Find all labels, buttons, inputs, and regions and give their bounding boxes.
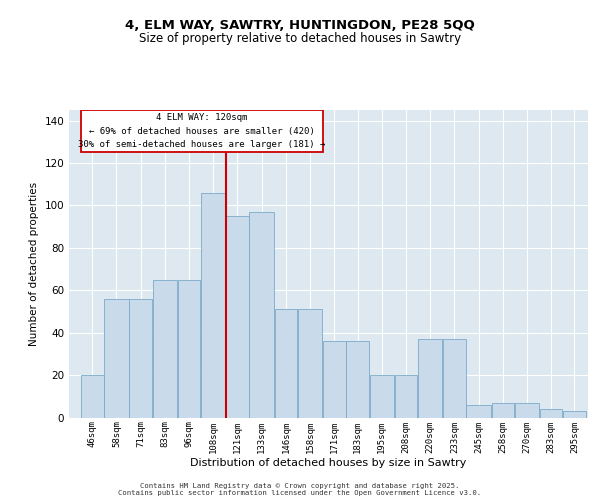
- Bar: [275, 310, 297, 418]
- Bar: [81, 375, 104, 418]
- Bar: [515, 402, 539, 417]
- Bar: [201, 192, 226, 418]
- Bar: [323, 341, 346, 417]
- Bar: [226, 216, 249, 418]
- Bar: [298, 310, 322, 418]
- Bar: [152, 280, 177, 417]
- Text: Contains HM Land Registry data © Crown copyright and database right 2025.
Contai: Contains HM Land Registry data © Crown c…: [118, 483, 482, 496]
- Text: 4 ELM WAY: 120sqm: 4 ELM WAY: 120sqm: [156, 113, 247, 122]
- Bar: [104, 298, 128, 418]
- Bar: [250, 212, 274, 418]
- Bar: [540, 409, 562, 418]
- Bar: [130, 298, 152, 418]
- Text: Size of property relative to detached houses in Sawtry: Size of property relative to detached ho…: [139, 32, 461, 45]
- Bar: [178, 280, 200, 417]
- Y-axis label: Number of detached properties: Number of detached properties: [29, 182, 39, 346]
- Bar: [418, 339, 442, 417]
- X-axis label: Distribution of detached houses by size in Sawtry: Distribution of detached houses by size …: [190, 458, 467, 468]
- Text: 30% of semi-detached houses are larger (181) →: 30% of semi-detached houses are larger (…: [78, 140, 325, 149]
- Bar: [443, 339, 466, 417]
- Bar: [491, 402, 514, 417]
- Bar: [370, 375, 394, 418]
- Bar: [346, 341, 369, 417]
- Text: ← 69% of detached houses are smaller (420): ← 69% of detached houses are smaller (42…: [89, 126, 314, 136]
- Bar: [80, 110, 323, 152]
- Bar: [466, 405, 491, 417]
- Text: 4, ELM WAY, SAWTRY, HUNTINGDON, PE28 5QQ: 4, ELM WAY, SAWTRY, HUNTINGDON, PE28 5QQ: [125, 19, 475, 32]
- Bar: [563, 411, 586, 418]
- Bar: [395, 375, 417, 418]
